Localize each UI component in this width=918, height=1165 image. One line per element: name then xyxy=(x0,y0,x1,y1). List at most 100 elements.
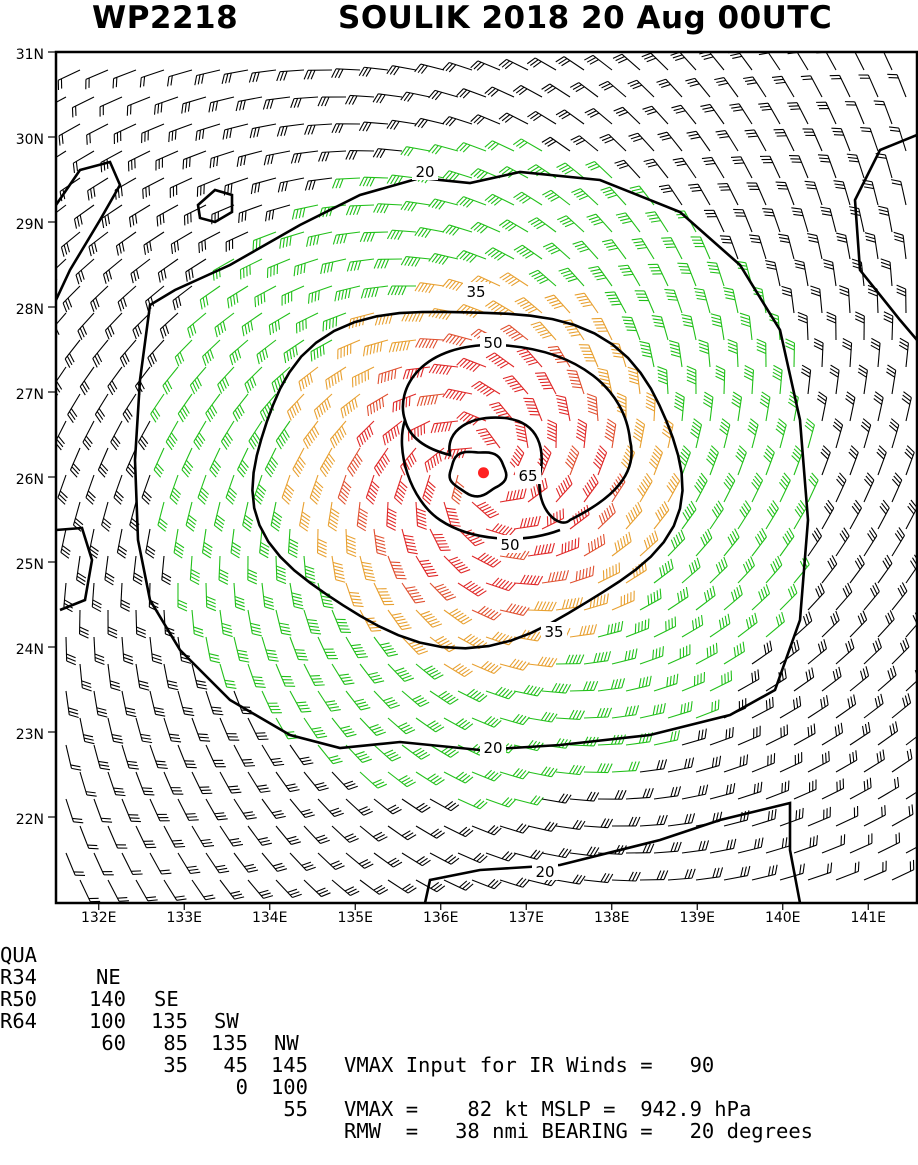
contour-label: 35 xyxy=(466,283,485,301)
info-rmw-bearing: RMW = 38 nmi BEARING = 20 degrees xyxy=(344,1120,813,1142)
wind-barb xyxy=(849,446,858,475)
wind-barb xyxy=(178,853,200,873)
wind-barb xyxy=(766,612,784,637)
wind-barb xyxy=(724,529,739,556)
wind-barb xyxy=(803,129,822,151)
wind-barb xyxy=(231,529,241,558)
wind-barb xyxy=(598,563,620,583)
wind-barb xyxy=(328,502,339,531)
wind-barb xyxy=(290,691,311,712)
wind-barb xyxy=(514,245,542,259)
wind-barb xyxy=(108,880,129,901)
wind-barb xyxy=(598,678,625,691)
wind-barb xyxy=(485,141,514,151)
wind-barb xyxy=(304,880,330,897)
wind-barb xyxy=(723,288,738,313)
contour-65kt xyxy=(450,452,507,497)
wind-barb xyxy=(716,131,738,151)
lat-label: 31N xyxy=(16,47,44,63)
wind-barb xyxy=(850,778,871,799)
wind-barb xyxy=(148,340,164,367)
wind-barb xyxy=(710,783,735,799)
wind-barb xyxy=(738,501,751,529)
wind-barb xyxy=(906,500,917,529)
wind-barb xyxy=(304,826,330,843)
wind-barb xyxy=(150,745,168,768)
wind-barb xyxy=(514,850,543,859)
wind-barb xyxy=(415,118,444,127)
wind-barb xyxy=(514,192,542,205)
wind-barb xyxy=(839,286,850,313)
wind-barb xyxy=(687,366,696,394)
wind-barb xyxy=(188,313,206,338)
wind-barb xyxy=(163,367,178,394)
wind-barb xyxy=(151,394,164,422)
wind-barb xyxy=(58,70,80,90)
wind-barb xyxy=(743,77,766,97)
wind-barb xyxy=(542,683,571,693)
wind-barb xyxy=(429,145,458,154)
wind-barb xyxy=(318,529,327,557)
wind-barb xyxy=(765,261,780,286)
wind-barb xyxy=(556,110,584,124)
wind-barb xyxy=(222,70,248,84)
wind-barb xyxy=(290,583,304,609)
wind-barb xyxy=(864,805,885,826)
lon-label: 138E xyxy=(594,910,630,926)
wind-barb xyxy=(234,745,255,766)
wind-barb xyxy=(61,529,70,558)
wind-barb xyxy=(499,220,528,232)
wind-barb xyxy=(514,575,543,585)
wind-barb xyxy=(219,556,228,584)
wind-barb xyxy=(186,502,196,531)
wind-barb xyxy=(801,76,822,97)
wind-barb xyxy=(766,725,788,745)
wind-barb xyxy=(640,646,663,664)
wind-barb xyxy=(214,502,224,531)
wind-barb xyxy=(486,798,515,807)
wind-barb xyxy=(752,473,763,502)
wind-barb xyxy=(860,128,878,151)
wind-barb xyxy=(891,180,906,205)
wind-barb xyxy=(710,501,723,529)
wind-barb xyxy=(794,835,817,853)
wind-barb xyxy=(738,556,754,583)
wind-barb xyxy=(706,446,718,475)
wind-barb xyxy=(681,315,696,340)
wind-barb xyxy=(304,610,321,634)
wind-barb xyxy=(503,376,528,394)
wind-barb xyxy=(846,392,855,421)
wind-barb xyxy=(121,583,130,611)
wind-barb xyxy=(836,750,857,772)
wind-barb xyxy=(257,340,276,364)
wind-barb xyxy=(780,752,802,772)
wind-barb xyxy=(265,448,278,477)
wind-barb xyxy=(794,260,808,286)
wind-barb xyxy=(220,610,233,637)
wind-barb xyxy=(864,528,877,556)
wind-barb xyxy=(486,687,515,699)
lon-label: 135E xyxy=(337,910,373,926)
wind-barb xyxy=(865,233,878,259)
wind-barb xyxy=(808,863,832,880)
wind-barb xyxy=(728,339,738,367)
lat-label: 22N xyxy=(16,812,44,828)
wind-barb xyxy=(150,799,170,821)
wind-barb xyxy=(387,120,416,129)
wind-barb xyxy=(584,708,612,718)
wind-barb xyxy=(485,194,514,205)
wind-barb xyxy=(120,340,136,367)
wind-barb xyxy=(702,157,724,178)
wind-barb xyxy=(374,204,402,213)
wind-barb xyxy=(183,151,206,169)
wind-barb xyxy=(707,262,724,286)
wind-barb xyxy=(374,583,394,605)
wind-barb xyxy=(263,97,290,110)
wind-barb xyxy=(668,813,695,826)
wind-barb xyxy=(472,553,501,567)
wind-barb xyxy=(808,807,830,826)
wind-barb xyxy=(430,799,459,811)
wind-barb xyxy=(458,853,487,863)
wind-barb xyxy=(234,799,257,819)
